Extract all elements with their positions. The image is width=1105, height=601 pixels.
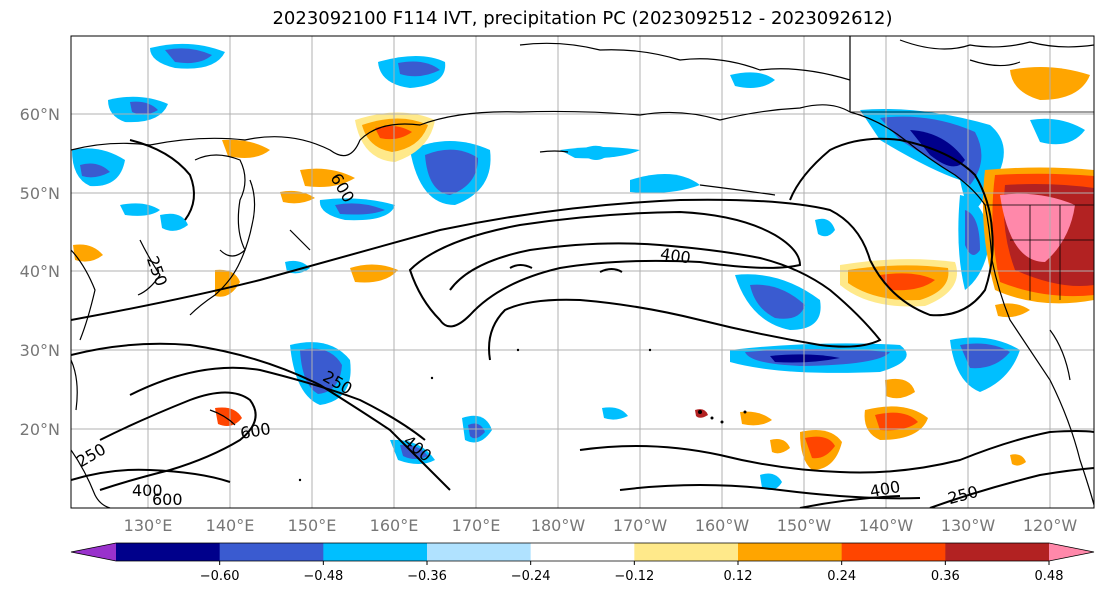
latitude-labels: 60°N 50°N 40°N 30°N 20°N (20, 105, 60, 439)
colorbar-segment (531, 543, 635, 561)
lon-label: 130°W (941, 516, 996, 535)
colorbar-segment (323, 543, 427, 561)
colorbar-tick-label: −0.48 (303, 569, 343, 584)
lat-label: 40°N (20, 262, 60, 281)
colorbar-segment (116, 543, 220, 561)
colorbar: −0.60 −0.48 −0.36 −0.24 −0.12 0.12 0.24 0.36 0.4… (71, 543, 1105, 584)
lon-label: 180°W (531, 516, 586, 535)
colorbar-tick-label: −0.36 (407, 569, 447, 584)
lon-label: 150°W (777, 516, 832, 535)
lon-label: 170°E (452, 516, 501, 535)
lon-label: 160°W (695, 516, 750, 535)
lat-label: 60°N (20, 105, 60, 124)
colorbar-extend-max (1049, 543, 1094, 561)
colorbar-tick-label: −0.60 (200, 569, 240, 584)
colorbar-segment (634, 543, 738, 561)
longitude-labels: 130°E 140°E 150°E 160°E 170°E 180°W 170°… (124, 516, 1078, 535)
colorbar-segment (945, 543, 1049, 561)
colorbar-segment (738, 543, 842, 561)
lon-label: 170°W (613, 516, 668, 535)
lon-label: 120°W (1023, 516, 1078, 535)
colorbar-tick-label: −0.24 (511, 569, 551, 584)
lat-label: 30°N (20, 341, 60, 360)
colorbar-tick-label: −0.12 (614, 569, 654, 584)
colorbar-tick-label: 0.36 (931, 569, 960, 584)
lon-label: 130°E (124, 516, 173, 535)
lat-label: 50°N (20, 184, 60, 203)
lon-label: 140°W (859, 516, 914, 535)
lon-label: 160°E (370, 516, 419, 535)
colorbar-segment (842, 543, 946, 561)
colorbar-segment (427, 543, 531, 561)
lon-label: 140°E (206, 516, 255, 535)
colorbar-tick-label: 0.24 (827, 569, 856, 584)
colorbar-tick-label: 0.48 (1035, 569, 1064, 584)
colorbar-tick-label: 0.12 (724, 569, 753, 584)
colorbar-extend-min (71, 543, 116, 561)
colorbar-segment (220, 543, 324, 561)
map-area: 400 250 600 400 250 600 400 600 400 250 … (71, 36, 1094, 509)
contour-label: 400 (132, 481, 163, 500)
lat-label: 20°N (20, 420, 60, 439)
lon-label: 150°E (288, 516, 337, 535)
